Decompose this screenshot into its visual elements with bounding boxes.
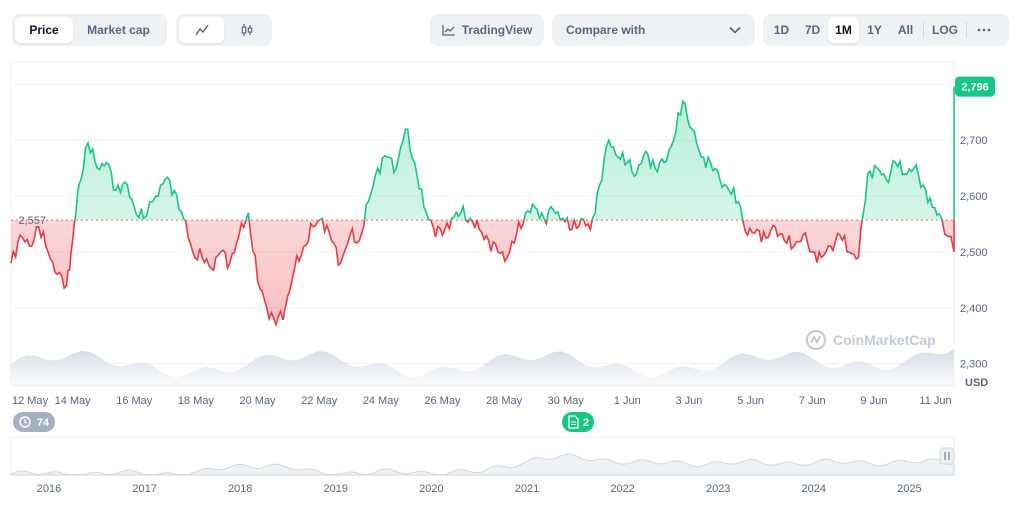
chart-type-toggle xyxy=(176,14,272,46)
y-tick-label: 2,700 xyxy=(960,135,988,147)
history-count: 74 xyxy=(37,417,50,429)
overview-year-label: 2024 xyxy=(802,483,826,495)
range-1y[interactable]: 1Y xyxy=(867,23,882,37)
market-cap-tab[interactable]: Market cap xyxy=(87,23,150,37)
overview-years: 2016 2017 2018 2019 2020 2021 2022 2023 2024 2025 xyxy=(37,483,922,495)
overview-navigator[interactable]: 2016 2017 2018 2019 2020 2021 2022 2023 2024 2025 xyxy=(10,436,955,495)
range-7d[interactable]: 7D xyxy=(804,23,821,37)
current-price-tag: 2,796 xyxy=(955,76,995,97)
overview-year-label: 2019 xyxy=(324,483,348,495)
x-tick-label: 16 May xyxy=(116,395,153,407)
price-tab[interactable]: Price xyxy=(15,17,73,43)
x-tick-label: 18 May xyxy=(178,395,215,407)
range-1m[interactable]: 1M xyxy=(828,17,859,43)
overview-handle[interactable] xyxy=(939,447,955,465)
x-axis: 12 May 14 May 16 May 18 May 20 May 22 May 24 M… xyxy=(12,395,952,407)
baseline-label-text: 2,557 xyxy=(18,215,46,227)
candlestick-button[interactable] xyxy=(224,17,269,43)
history-icon xyxy=(19,416,31,428)
x-tick-label: 3 Jun xyxy=(676,395,703,407)
area-above-baseline xyxy=(74,86,954,221)
current-price-text: 2,796 xyxy=(961,82,989,94)
x-tick-label: 14 May xyxy=(55,395,92,407)
overview-year-label: 2020 xyxy=(419,483,443,495)
x-tick-label: 28 May xyxy=(486,395,523,407)
history-badge[interactable]: 74 xyxy=(13,412,55,432)
line-chart-icon xyxy=(194,23,209,37)
overview-year-label: 2022 xyxy=(610,483,634,495)
tradingview-label: TradingView xyxy=(461,23,533,37)
overview-year-label: 2023 xyxy=(706,483,730,495)
range-divider-2 xyxy=(966,22,967,38)
x-tick-label: 12 May xyxy=(12,395,49,407)
x-tick-label: 22 May xyxy=(301,395,338,407)
area-below-baseline xyxy=(11,220,954,325)
compare-dropdown[interactable]: Compare with xyxy=(552,14,755,46)
range-toggle: 1D 7D 1M 1Y All LOG xyxy=(763,14,1009,46)
range-divider xyxy=(923,22,924,38)
x-tick-label: 11 Jun xyxy=(919,395,951,407)
x-tick-label: 7 Jun xyxy=(799,395,826,407)
more-button[interactable] xyxy=(969,17,999,43)
price-line-down xyxy=(10,220,955,328)
news-count: 2 xyxy=(583,417,589,429)
watermark: CoinMarketCap xyxy=(805,329,936,351)
x-tick-label: 24 May xyxy=(363,395,400,407)
overview-year-label: 2018 xyxy=(228,483,252,495)
compare-label: Compare with xyxy=(566,23,646,37)
volume-area xyxy=(11,349,954,386)
overview-year-label: 2021 xyxy=(515,483,539,495)
chevron-down-icon xyxy=(729,26,741,34)
overview-year-label: 2016 xyxy=(37,483,61,495)
range-all[interactable]: All xyxy=(897,23,914,37)
tradingview-button[interactable]: TradingView xyxy=(430,14,544,46)
currency-label: USD xyxy=(965,377,988,389)
baseline-label: 2,557 xyxy=(18,215,46,227)
y-tick-label: 2,400 xyxy=(960,303,988,315)
document-icon xyxy=(568,415,579,429)
price-line-up xyxy=(74,86,955,221)
overview-year-label: 2025 xyxy=(897,483,921,495)
x-tick-label: 26 May xyxy=(424,395,461,407)
log-scale-button[interactable]: LOG xyxy=(932,23,958,37)
x-tick-label: 30 May xyxy=(548,395,585,407)
news-badge[interactable]: 2 xyxy=(562,412,594,432)
x-tick-label: 5 Jun xyxy=(737,395,764,407)
range-1d[interactable]: 1D xyxy=(773,23,790,37)
candlestick-icon xyxy=(240,23,254,37)
x-tick-label: 1 Jun xyxy=(614,395,641,407)
watermark-text: CoinMarketCap xyxy=(833,332,936,348)
chart-line-icon xyxy=(442,24,456,36)
overview-year-label: 2017 xyxy=(132,483,156,495)
y-tick-label: 2,500 xyxy=(960,247,988,259)
x-tick-label: 9 Jun xyxy=(860,395,887,407)
x-tick-label: 20 May xyxy=(239,395,276,407)
y-tick-label: 2,600 xyxy=(960,191,988,203)
more-horizontal-icon xyxy=(977,28,991,32)
overview-area xyxy=(10,453,955,476)
y-tick-label: 2,300 xyxy=(960,359,988,371)
metric-toggle: Price Market cap xyxy=(12,14,167,46)
line-chart-button[interactable] xyxy=(179,17,224,43)
